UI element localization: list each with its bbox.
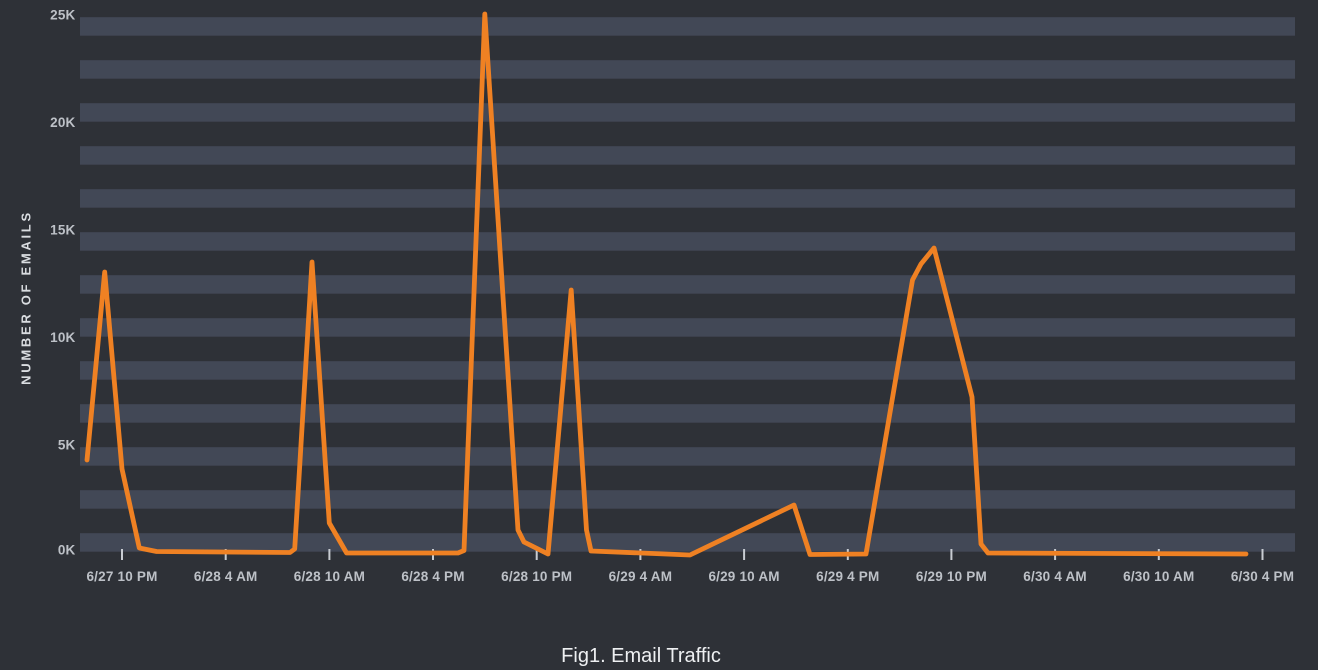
svg-text:15K: 15K	[50, 223, 75, 238]
svg-text:20K: 20K	[50, 115, 75, 130]
svg-text:6/28 4 PM: 6/28 4 PM	[401, 569, 464, 584]
svg-text:6/28 4 AM: 6/28 4 AM	[194, 569, 258, 584]
svg-text:6/30 4 PM: 6/30 4 PM	[1231, 569, 1294, 584]
svg-text:6/29 10 AM: 6/29 10 AM	[708, 569, 779, 584]
svg-text:6/28 10 PM: 6/28 10 PM	[501, 569, 572, 584]
svg-text:25K: 25K	[50, 8, 75, 23]
svg-text:6/30 10 AM: 6/30 10 AM	[1123, 569, 1194, 584]
svg-text:6/28 10 AM: 6/28 10 AM	[294, 569, 365, 584]
svg-text:Fig1. Email Traffic: Fig1. Email Traffic	[561, 645, 721, 667]
svg-text:5K: 5K	[58, 438, 76, 453]
svg-text:6/29 4 PM: 6/29 4 PM	[816, 569, 879, 584]
svg-text:6/29 10 PM: 6/29 10 PM	[916, 569, 987, 584]
svg-text:NUMBER OF EMAILS: NUMBER OF EMAILS	[19, 210, 34, 385]
svg-text:6/30 4 AM: 6/30 4 AM	[1023, 569, 1087, 584]
svg-text:10K: 10K	[50, 330, 75, 345]
svg-text:0K: 0K	[58, 543, 76, 558]
svg-text:6/27 10 PM: 6/27 10 PM	[86, 569, 157, 584]
svg-text:6/29 4 AM: 6/29 4 AM	[609, 569, 673, 584]
